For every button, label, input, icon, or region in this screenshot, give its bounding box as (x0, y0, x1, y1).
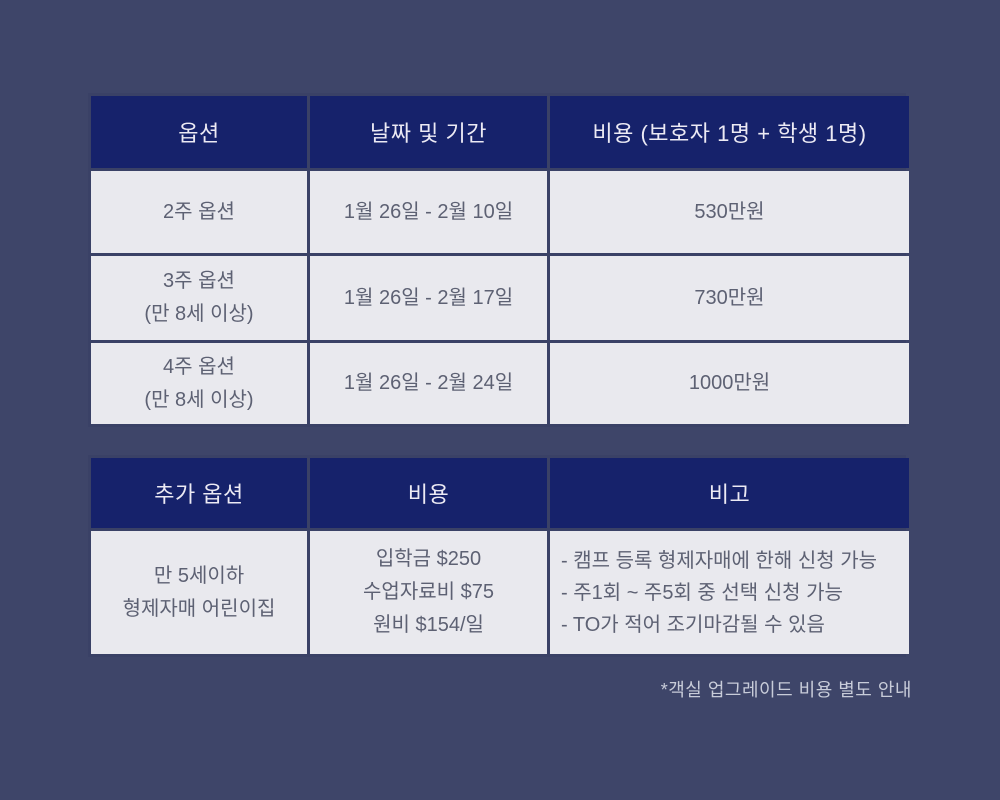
pricing-header-period: 날짜 및 기간 (310, 96, 547, 168)
extra-header-option: 추가 옵션 (91, 458, 307, 528)
option-label: 4주 옵션 (163, 355, 235, 378)
pricing-header-option: 옵션 (91, 96, 307, 168)
note-line: - TO가 적어 조기마감될 수 있음 (561, 613, 825, 636)
table-row-price: 1000만원 (550, 343, 909, 424)
cost-line-daily: 원비 $154/일 (373, 614, 484, 636)
cost-line-materials: 수업자료비 $75 (363, 581, 494, 603)
extra-header-note: 비고 (550, 458, 909, 528)
cabin-upgrade-footnote: *객실 업그레이드 비용 별도 안내 (660, 680, 912, 700)
table-row-period: 1월 26일 - 2월 24일 (310, 343, 547, 424)
option-label: 2주 옵션 (163, 200, 235, 223)
pricing-header-cost: 비용 (보호자 1명 + 학생 1명) (550, 96, 909, 168)
extra-row-cost: 입학금 $250 수업자료비 $75 원비 $154/일 (310, 531, 547, 654)
note-line: - 캠프 등록 형제자매에 한해 신청 가능 (561, 549, 877, 572)
extra-row-option: 만 5세이하 형제자매 어린이집 (91, 531, 307, 654)
table-row-period: 1월 26일 - 2월 10일 (310, 171, 547, 253)
option-label: 3주 옵션 (163, 270, 235, 292)
table-row-option: 4주 옵션 (만 8세 이상) (91, 343, 307, 424)
option-age-note: (만 8세 이상) (144, 303, 254, 325)
cost-line-admission: 입학금 $250 (375, 548, 482, 570)
table-row-option: 2주 옵션 (91, 171, 307, 253)
extra-option-line: 형제자매 어린이집 (122, 597, 276, 620)
table-row-price: 730만원 (550, 256, 909, 340)
extra-row-notes: - 캠프 등록 형제자매에 한해 신청 가능 - 주1회 ~ 주5회 중 선택 … (550, 531, 909, 654)
extra-header-cost: 비용 (310, 458, 547, 528)
extra-option-table: 추가 옵션 비용 비고 만 5세이하 형제자매 어린이집 입학금 $250 수업… (88, 455, 909, 657)
extra-option-line: 만 5세이하 (153, 564, 245, 587)
option-age-note: (만 8세 이상) (144, 388, 254, 411)
table-row-period: 1월 26일 - 2월 17일 (310, 256, 547, 340)
note-line: - 주1회 ~ 주5회 중 선택 신청 가능 (561, 581, 843, 604)
table-row-option: 3주 옵션 (만 8세 이상) (91, 256, 307, 340)
pricing-table: 옵션 날짜 및 기간 비용 (보호자 1명 + 학생 1명) 2주 옵션 1월 … (88, 93, 909, 427)
table-row-price: 530만원 (550, 171, 909, 253)
